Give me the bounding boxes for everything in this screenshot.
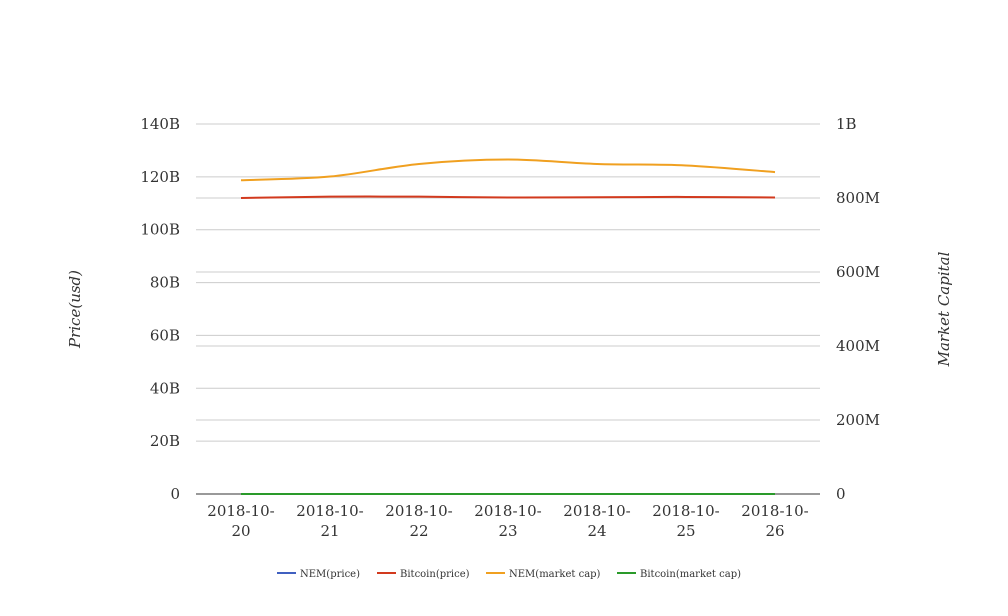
legend: NEM(price) Bitcoin(price) NEM(market cap) B… (277, 569, 741, 580)
right-axis-ticks: 0 200M 400M 600M 800M 1B (836, 115, 880, 503)
grid-lines (196, 123, 820, 442)
right-tick-label: 200M (836, 411, 880, 429)
x-tick-label: 2018-10-21 (296, 502, 363, 540)
x-tick-label: 2018-10-23 (474, 502, 541, 540)
right-tick-label: 1B (836, 115, 857, 133)
left-tick-label: 40B (150, 379, 180, 397)
legend-label-bitcoin-price: Bitcoin(price) (400, 569, 470, 580)
left-tick-label: 120B (140, 168, 180, 186)
x-tick-label: 2018-10-22 (385, 502, 452, 540)
left-axis-ticks: 0 20B 40B 60B 80B 100B 120B 140B (140, 115, 180, 503)
right-tick-label: 400M (836, 337, 880, 355)
series-line-bitcoin-price (240, 195, 776, 199)
left-tick-label: 80B (150, 274, 180, 292)
x-tick-label: 2018-10-20 (207, 502, 274, 540)
left-axis-title: Price(usd) (66, 270, 84, 349)
right-tick-label: 800M (836, 189, 880, 207)
left-tick-label: 100B (140, 221, 180, 239)
series-lines (240, 158, 776, 496)
x-tick-label: 2018-10-24 (563, 502, 630, 540)
legend-label-nem-market-cap: NEM(market cap) (509, 569, 601, 580)
right-tick-label: 0 (836, 485, 846, 503)
x-tick-label: 2018-10-26 (741, 502, 808, 540)
x-axis-ticks: 2018-10-20 2018-10-21 2018-10-22 2018-10-23… (207, 502, 808, 540)
left-tick-label: 140B (140, 115, 180, 133)
right-axis-title: Market Capital (935, 251, 953, 367)
legend-label-bitcoin-market-cap: Bitcoin(market cap) (640, 569, 741, 580)
series-line-nem-market-cap (240, 158, 776, 182)
left-tick-label: 0 (170, 485, 180, 503)
left-tick-label: 60B (150, 326, 180, 344)
x-tick-label: 2018-10-25 (652, 502, 719, 540)
left-tick-label: 20B (150, 432, 180, 450)
legend-label-nem-price: NEM(price) (300, 569, 360, 580)
right-tick-label: 600M (836, 263, 880, 281)
